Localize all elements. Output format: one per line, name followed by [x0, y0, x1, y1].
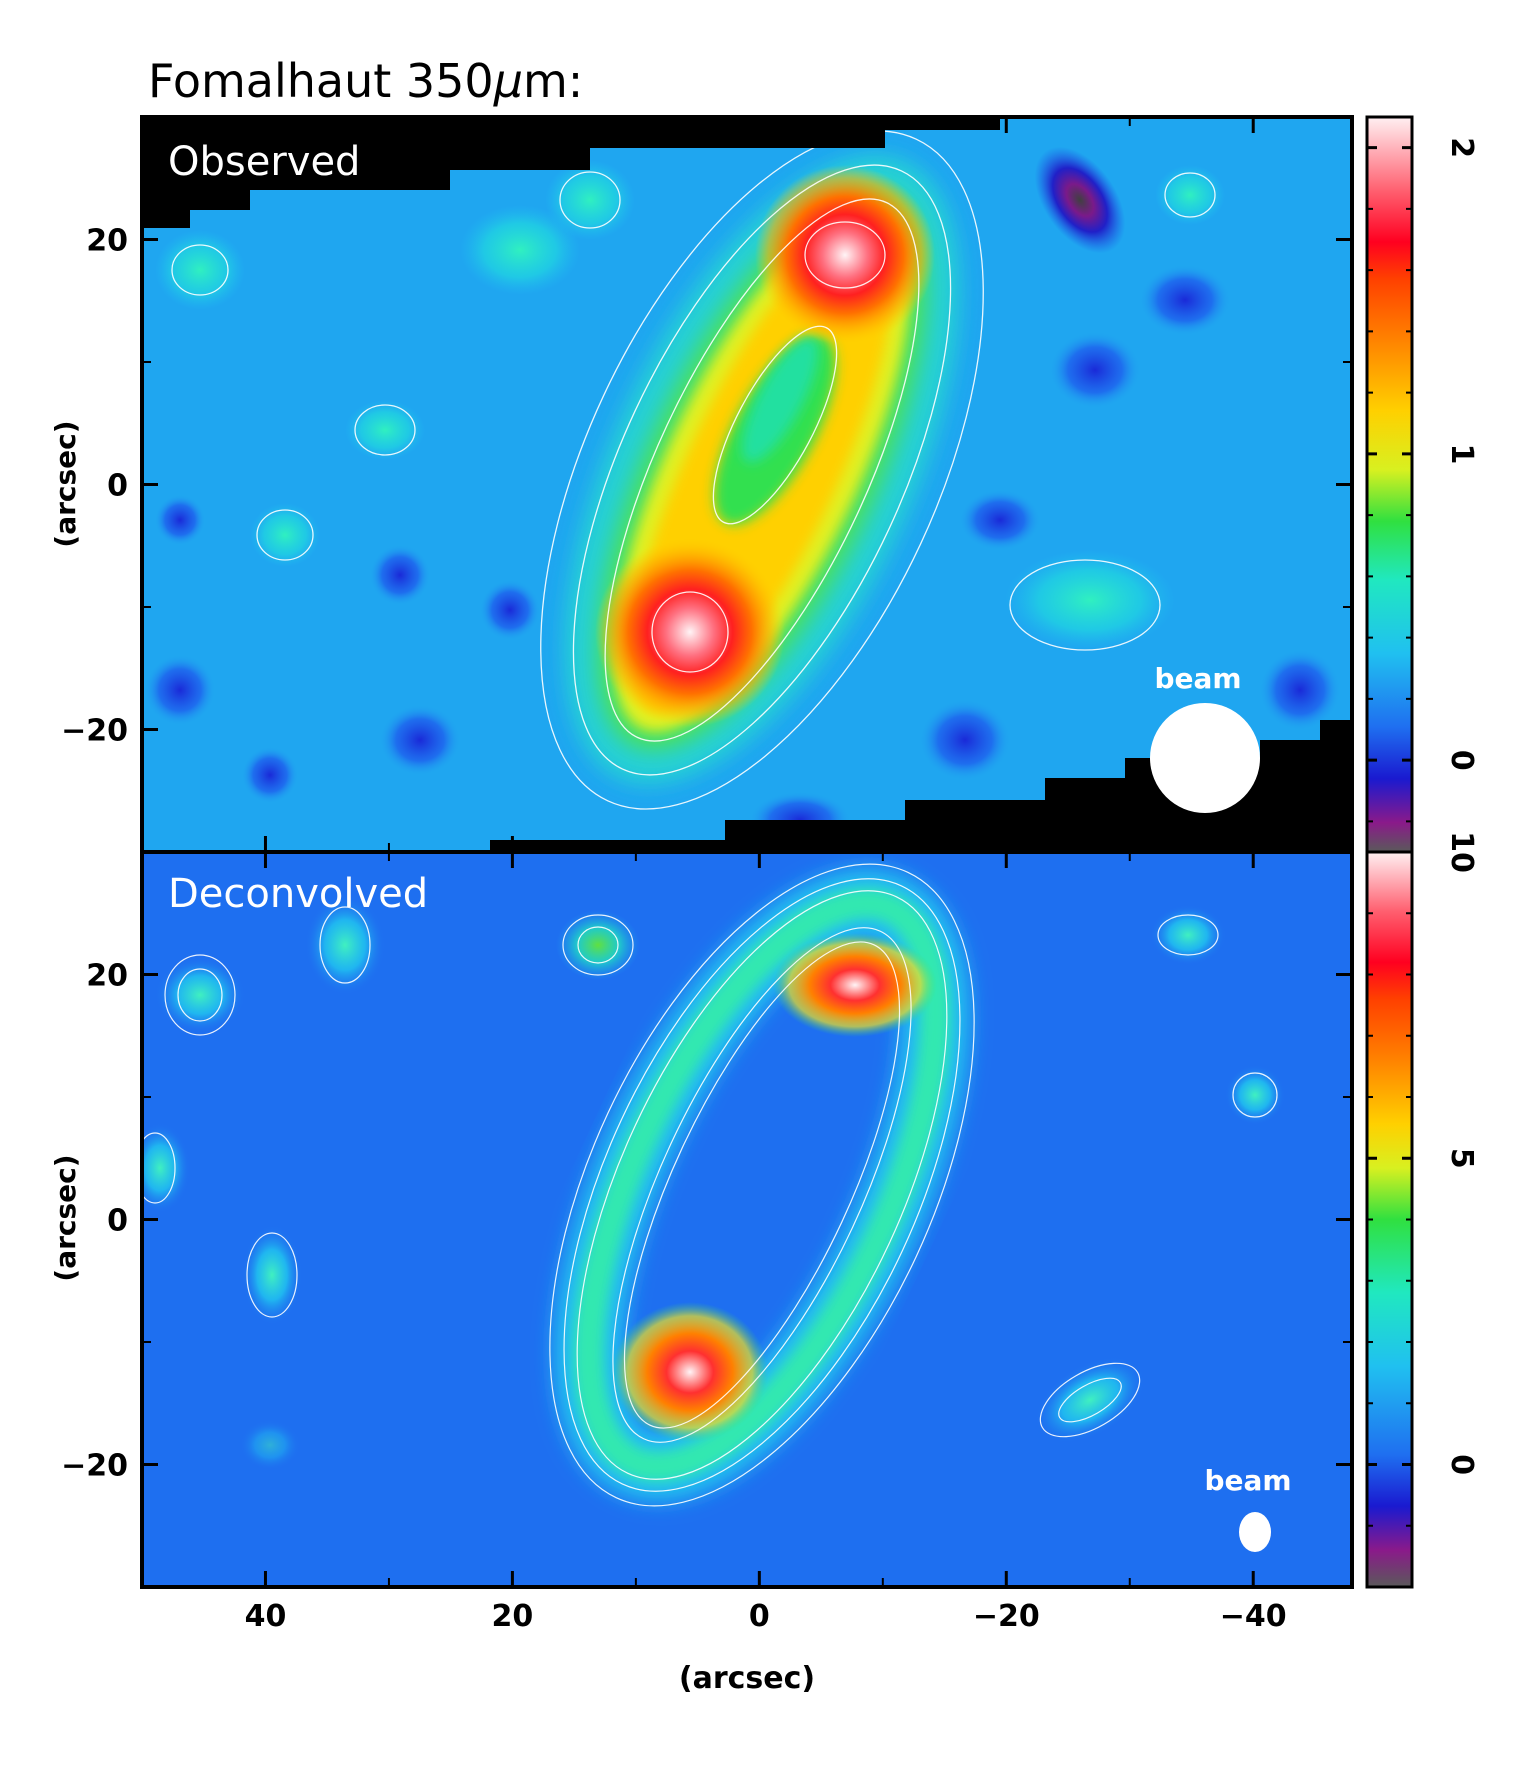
x-tick-label: 0: [749, 1599, 770, 1634]
observed-panel: beam Observed: [142, 117, 1352, 852]
deconvolved-beam: [1239, 1512, 1271, 1552]
deconvolved-beam-label: beam: [1204, 1464, 1291, 1497]
x-tick-label: 20: [492, 1599, 534, 1634]
observed-beam-label: beam: [1154, 662, 1241, 695]
observed-contours: [171, 130, 1216, 810]
y-tick-label: 20: [86, 224, 128, 259]
y-tick-label: 20: [86, 959, 128, 994]
x-axis-label: (arcsec): [679, 1661, 815, 1696]
colorbar-tick-label: 0: [1444, 750, 1479, 771]
colorbar-tick-label: 5: [1444, 1148, 1479, 1169]
observed-peak-south: [595, 537, 785, 727]
x-tick-label: −40: [1220, 1599, 1287, 1634]
y-tick-label: −20: [61, 1449, 128, 1484]
x-tick-label: −20: [973, 1599, 1040, 1634]
observed-mask-bottom: [490, 720, 1352, 852]
deconvolved-contours: [142, 863, 1278, 1507]
colorbar-tick-label: 2: [1444, 137, 1479, 158]
x-tick-label: 40: [245, 1599, 287, 1634]
observed-peak-north: [755, 165, 935, 345]
figure-title: Fomalhaut 350μm:: [148, 54, 584, 108]
deconvolved-colorbar: [1365, 850, 1414, 1589]
observed-panel-label: Observed: [168, 139, 360, 185]
y-tick-label: 0: [107, 1204, 128, 1239]
observed-beam: [1150, 703, 1260, 813]
observed-negative-feature: [1034, 146, 1126, 254]
deconvolved-disk: [553, 868, 971, 1502]
y-tick-label: 0: [107, 469, 128, 504]
observed-mask-top: [142, 117, 1000, 228]
deconvolved-y-axis-label: (arcsec): [49, 1154, 82, 1281]
colorbar-tick-label: 10: [1444, 831, 1479, 873]
deconvolved-panel: beam Deconvolved: [142, 852, 1352, 1587]
colorbar-tick-label: 1: [1444, 443, 1479, 464]
observed-colorbar: [1365, 115, 1414, 854]
deconvolved-peak-north: [773, 933, 937, 1037]
observed-y-axis-label: (arcsec): [49, 420, 82, 547]
y-tick-label: −20: [61, 714, 128, 749]
colorbar-tick-label: 0: [1444, 1454, 1479, 1475]
deconvolved-panel-label: Deconvolved: [168, 871, 428, 917]
